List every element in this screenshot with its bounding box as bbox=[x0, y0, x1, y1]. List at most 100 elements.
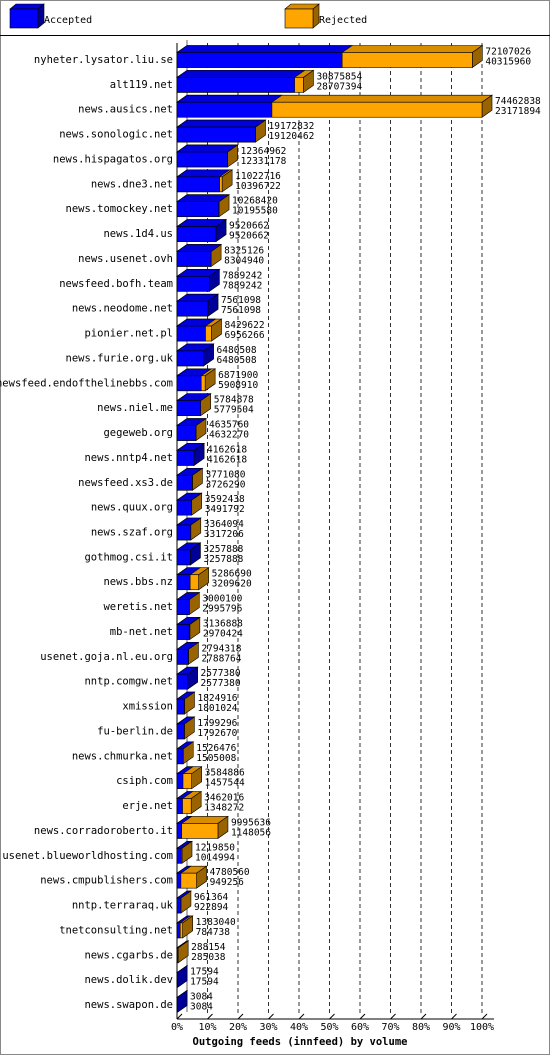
accepted-bar bbox=[176, 517, 202, 541]
x-tick-label: 0% bbox=[171, 1022, 183, 1033]
y-tick-label: usenet.blueworldhosting.com bbox=[2, 850, 173, 862]
bar-front bbox=[176, 499, 192, 516]
y-tick-label: newsfeed.bofh.team bbox=[59, 278, 173, 290]
accepted-label: 949256 bbox=[210, 877, 245, 888]
bar-front bbox=[176, 748, 184, 765]
accepted-bar bbox=[176, 716, 196, 740]
y-tick-label: gegeweb.org bbox=[103, 427, 173, 439]
accepted-bar bbox=[176, 865, 192, 889]
accepted-label: 7561098 bbox=[221, 305, 261, 316]
tick-mark bbox=[390, 1013, 396, 1020]
y-tick-label: mb-net.net bbox=[110, 626, 173, 638]
bar-front bbox=[176, 823, 219, 839]
accepted-bar bbox=[176, 791, 194, 814]
x-tick-label: 20% bbox=[229, 1022, 247, 1033]
y-tick-label: xmission bbox=[122, 701, 173, 713]
y-tick-label: weretis.net bbox=[103, 601, 173, 613]
y-tick-label: gothmog.csi.it bbox=[84, 551, 173, 563]
total-label: 3462016 bbox=[204, 793, 244, 804]
bar-front bbox=[176, 425, 197, 441]
accepted-label: 3209620 bbox=[212, 579, 252, 590]
y-tick-label: news.tomockey.net bbox=[66, 203, 173, 215]
y-tick-label: nntp.comgw.net bbox=[84, 676, 173, 688]
accepted-bar bbox=[176, 45, 354, 68]
x-tick-label: 30% bbox=[259, 1022, 277, 1033]
accepted-label: 6956266 bbox=[225, 330, 265, 341]
bar-front bbox=[176, 77, 295, 93]
accepted-label: 1014994 bbox=[195, 852, 235, 863]
y-tick-label: news.szaf.org bbox=[91, 527, 173, 539]
accepted-bar bbox=[176, 94, 283, 118]
bar-top bbox=[176, 94, 283, 103]
total-label: 2794318 bbox=[201, 643, 241, 654]
bar-front bbox=[176, 847, 182, 864]
y-tick-label: news.niel.me bbox=[97, 402, 173, 414]
y-tick-label: usenet.goja.nl.eu.org bbox=[40, 651, 173, 663]
y-tick-label: newsfeed.xs3.de bbox=[78, 477, 173, 489]
x-tick-label: 10% bbox=[198, 1022, 216, 1033]
x-tick-label: 80% bbox=[412, 1022, 430, 1033]
accepted-bar bbox=[176, 766, 194, 789]
total-label: 3592438 bbox=[205, 494, 245, 505]
bar-front bbox=[176, 226, 217, 242]
y-tick-label: news.dolik.dev bbox=[84, 974, 173, 986]
total-label: 288154 bbox=[191, 942, 226, 953]
bar-front bbox=[176, 549, 191, 566]
accepted-label: 10396722 bbox=[235, 181, 281, 192]
bar-front bbox=[176, 823, 183, 839]
bar-top bbox=[176, 144, 239, 153]
total-label: 1824916 bbox=[197, 693, 237, 704]
bar-front bbox=[176, 126, 256, 143]
total-label: 4635760 bbox=[209, 420, 249, 431]
accepted-label: 6480508 bbox=[217, 355, 257, 366]
total-label: 9995636 bbox=[231, 817, 271, 828]
x-tick-label: 40% bbox=[290, 1022, 308, 1033]
accepted-bar bbox=[176, 219, 227, 243]
y-tick-label: news.nntp4.net bbox=[84, 452, 173, 464]
swatch-front bbox=[9, 8, 39, 29]
bar-front bbox=[176, 897, 182, 914]
accepted-bar bbox=[176, 542, 202, 566]
total-label: 961364 bbox=[194, 892, 229, 903]
bar-front bbox=[176, 101, 273, 118]
accepted-bar bbox=[176, 915, 192, 939]
legend-swatch bbox=[284, 3, 320, 29]
accepted-label: 5908910 bbox=[218, 380, 258, 391]
accepted-bar bbox=[176, 194, 230, 218]
tick-mark bbox=[237, 1013, 244, 1020]
tick-mark bbox=[420, 1013, 427, 1020]
accepted-label: 1505008 bbox=[196, 753, 236, 764]
accepted-bar bbox=[176, 940, 190, 964]
y-tick-label: news.swapon.de bbox=[84, 999, 173, 1011]
bar-front bbox=[176, 300, 209, 317]
accepted-label: 2995796 bbox=[202, 604, 242, 615]
x-tick-label: 90% bbox=[442, 1022, 460, 1033]
accepted-label: 784738 bbox=[196, 927, 231, 938]
tick-mark bbox=[329, 1013, 335, 1020]
accepted-label: 2577380 bbox=[201, 678, 241, 689]
total-label: 7889242 bbox=[222, 270, 262, 281]
total-label: 6871900 bbox=[218, 370, 258, 381]
bar-front bbox=[176, 400, 201, 416]
bar-front bbox=[176, 922, 181, 939]
accepted-bar bbox=[176, 741, 195, 765]
bar-front bbox=[176, 624, 190, 640]
y-tick-label: news.corradoroberto.it bbox=[34, 825, 173, 837]
accepted-label: 3317206 bbox=[204, 529, 244, 540]
accepted-bar bbox=[176, 442, 206, 466]
x-tick-label: 60% bbox=[351, 1022, 369, 1033]
total-label: 72107026 bbox=[485, 47, 531, 58]
y-tick-label: news.1d4.us bbox=[103, 228, 173, 240]
total-label: 1526476 bbox=[196, 743, 236, 754]
accepted-bar bbox=[176, 368, 213, 392]
total-label: 8325126 bbox=[224, 245, 264, 256]
y-tick-label: csiph.com bbox=[116, 775, 173, 787]
bar-front bbox=[176, 524, 191, 541]
y-tick-label: alt119.net bbox=[110, 79, 173, 91]
y-tick-label: news.cmpublishers.com bbox=[40, 875, 173, 887]
bar-front bbox=[176, 649, 189, 665]
tick-mark bbox=[268, 1013, 274, 1020]
y-tick-label: news.dne3.net bbox=[91, 178, 173, 190]
accepted-bar bbox=[176, 244, 222, 267]
